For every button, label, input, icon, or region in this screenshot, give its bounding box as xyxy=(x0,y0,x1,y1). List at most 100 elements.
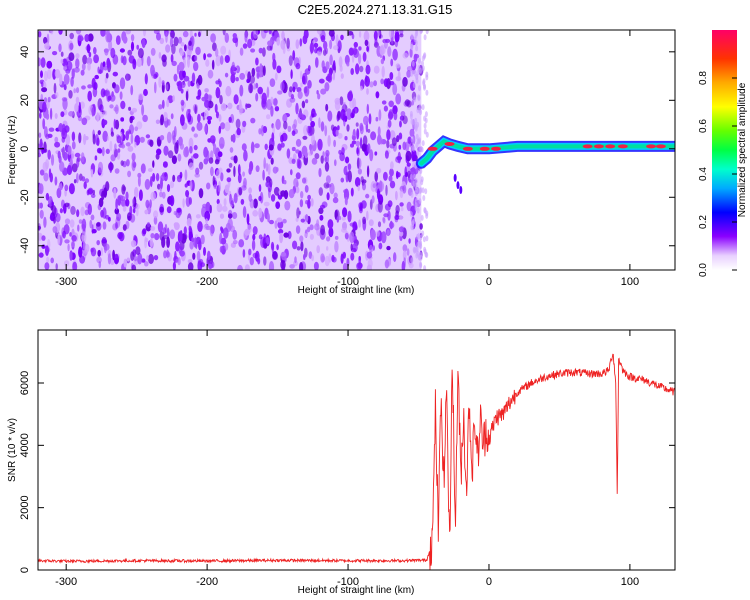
noise-speck xyxy=(150,64,155,77)
noise-edge-speck xyxy=(414,117,418,124)
noise-edge-speck xyxy=(423,207,427,214)
noise-speck xyxy=(327,219,334,229)
noise-speck xyxy=(224,32,229,44)
noise-speck xyxy=(159,203,165,216)
noise-speck xyxy=(115,198,118,211)
noise-edge-speck xyxy=(420,146,424,153)
noise-speck xyxy=(150,176,153,188)
noise-speck xyxy=(61,97,68,102)
noise-speck xyxy=(202,203,208,209)
noise-speck xyxy=(307,79,312,89)
noise-speck xyxy=(333,45,339,51)
noise-edge-speck xyxy=(413,246,417,253)
noise-speck xyxy=(388,100,395,108)
noise-speck xyxy=(59,208,64,214)
noise-speck xyxy=(398,144,402,150)
noise-speck xyxy=(228,162,233,168)
noise-speck xyxy=(295,138,302,147)
noise-speck xyxy=(128,55,135,64)
noise-speck xyxy=(302,135,308,140)
noise-speck xyxy=(163,111,168,122)
noise-speck xyxy=(346,108,352,120)
noise-speck xyxy=(129,205,133,216)
noise-speck xyxy=(337,132,343,139)
noise-speck xyxy=(108,39,113,51)
noise-edge-speck xyxy=(415,73,419,80)
noise-speck xyxy=(209,135,216,144)
noise-speck xyxy=(142,30,147,37)
noise-speck xyxy=(381,65,385,78)
noise-speck xyxy=(408,262,414,269)
noise-speck xyxy=(214,103,218,113)
noise-speck xyxy=(398,226,404,233)
noise-speck xyxy=(249,75,255,84)
noise-speck xyxy=(324,125,328,137)
noise-speck xyxy=(101,239,107,244)
noise-edge-speck xyxy=(423,84,426,91)
noise-speck xyxy=(54,113,58,119)
noise-speck xyxy=(171,60,177,67)
noise-speck xyxy=(405,150,412,162)
noise-speck xyxy=(195,46,201,56)
noise-speck xyxy=(361,200,367,209)
noise-speck xyxy=(126,257,130,262)
noise-speck xyxy=(155,173,160,182)
noise-speck xyxy=(60,59,64,64)
noise-speck xyxy=(395,63,401,69)
noise-speck xyxy=(193,61,199,72)
snr-y-axis: 0 2000 4000 6000 xyxy=(19,371,675,573)
noise-speck xyxy=(288,189,295,199)
noise-speck xyxy=(283,232,290,238)
noise-edge-speck xyxy=(409,110,413,117)
noise-speck xyxy=(325,149,330,157)
noise-speck xyxy=(222,205,228,212)
noise-speck xyxy=(96,147,102,154)
spectrogram-y-axis: -40 -20 0 20 40 xyxy=(19,46,675,254)
noise-edge-speck xyxy=(423,122,427,129)
noise-speck xyxy=(388,109,394,119)
noise-speck xyxy=(134,141,137,148)
noise-speck xyxy=(380,58,385,65)
noise-speck xyxy=(38,202,41,209)
noise-speck xyxy=(154,81,157,94)
noise-edge-speck xyxy=(414,190,418,197)
noise-speck xyxy=(340,177,345,183)
noise-speck xyxy=(396,135,403,140)
spectrogram-x-tick-label: -300 xyxy=(55,276,77,288)
noise-speck xyxy=(337,40,342,52)
noise-speck xyxy=(78,101,82,114)
noise-speck xyxy=(320,155,324,164)
noise-speck xyxy=(102,119,108,126)
noise-speck xyxy=(291,146,296,152)
noise-speck xyxy=(103,243,110,251)
noise-speck xyxy=(162,191,166,199)
noise-speck xyxy=(193,133,198,138)
noise-speck xyxy=(210,166,214,177)
noise-speck xyxy=(169,195,175,207)
ridge-hotspot xyxy=(444,141,455,146)
noise-speck xyxy=(200,262,206,268)
noise-speck xyxy=(58,43,62,53)
noise-speck xyxy=(335,129,339,137)
noise-speck xyxy=(132,207,136,214)
noise-speck xyxy=(259,63,263,72)
noise-speck xyxy=(80,69,85,76)
noise-speck xyxy=(121,144,126,149)
noise-edge-speck xyxy=(416,138,420,145)
noise-speck xyxy=(314,153,320,160)
noise-speck xyxy=(100,30,106,37)
noise-speck xyxy=(253,198,258,209)
noise-speck xyxy=(180,42,185,47)
noise-speck xyxy=(183,146,190,158)
noise-speck xyxy=(355,122,359,127)
noise-speck xyxy=(144,178,151,190)
noise-speck xyxy=(171,43,176,55)
noise-speck xyxy=(160,177,163,190)
noise-speck xyxy=(300,191,304,199)
noise-speck xyxy=(286,148,291,159)
noise-speck xyxy=(389,168,394,177)
noise-speck xyxy=(105,30,111,35)
noise-speck xyxy=(144,73,148,85)
noise-speck xyxy=(81,218,87,231)
